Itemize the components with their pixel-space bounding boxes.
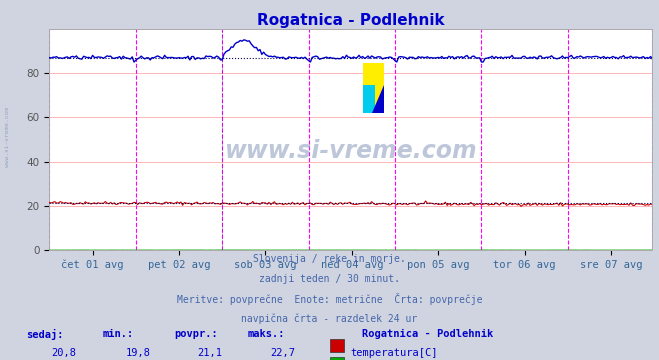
Title: Rogatnica - Podlehnik: Rogatnica - Podlehnik bbox=[257, 13, 445, 28]
Text: temperatura[C]: temperatura[C] bbox=[351, 348, 438, 358]
Text: maks.:: maks.: bbox=[247, 329, 285, 339]
Text: 21,1: 21,1 bbox=[198, 348, 223, 358]
Text: Meritve: povprečne  Enote: metrične  Črta: povprečje: Meritve: povprečne Enote: metrične Črta:… bbox=[177, 293, 482, 305]
Text: www.si-vreme.com: www.si-vreme.com bbox=[5, 107, 11, 167]
Text: Rogatnica - Podlehnik: Rogatnica - Podlehnik bbox=[362, 329, 494, 339]
Text: sedaj:: sedaj: bbox=[26, 329, 64, 341]
Text: min.:: min.: bbox=[102, 329, 133, 339]
Text: 19,8: 19,8 bbox=[125, 348, 150, 358]
Text: www.si-vreme.com: www.si-vreme.com bbox=[225, 139, 477, 163]
Text: povpr.:: povpr.: bbox=[175, 329, 218, 339]
Text: Slovenija / reke in morje.: Slovenija / reke in morje. bbox=[253, 254, 406, 264]
Text: 20,8: 20,8 bbox=[51, 348, 76, 358]
Text: 22,7: 22,7 bbox=[270, 348, 295, 358]
Text: navpična črta - razdelek 24 ur: navpična črta - razdelek 24 ur bbox=[241, 313, 418, 324]
Text: zadnji teden / 30 minut.: zadnji teden / 30 minut. bbox=[259, 274, 400, 284]
